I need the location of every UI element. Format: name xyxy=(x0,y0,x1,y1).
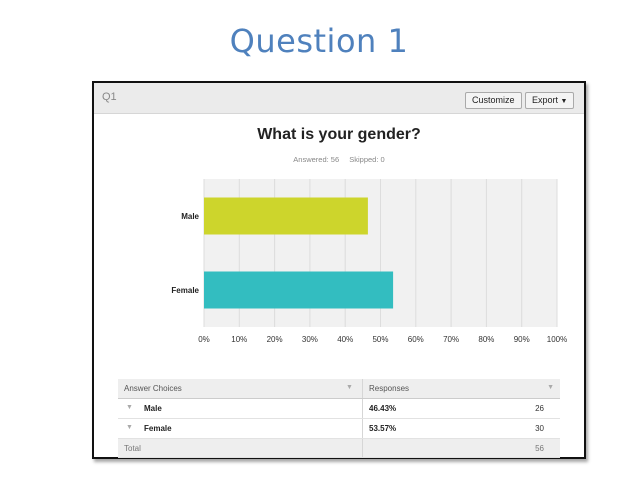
column-divider xyxy=(362,419,363,438)
chart-title: What is your gender? xyxy=(257,126,421,143)
answer-choices-header[interactable]: Answer Choices xyxy=(124,384,182,393)
export-button[interactable]: Export ▼ xyxy=(525,92,575,109)
table-row: ▼ Male 46.43% 26 xyxy=(118,399,560,419)
sort-icon[interactable]: ▼ xyxy=(346,384,353,391)
answered-count: Answered: 56 xyxy=(293,155,340,164)
x-tick-label: 100% xyxy=(547,335,567,344)
total-count: 56 xyxy=(535,444,544,453)
response-percent: 53.57% xyxy=(369,424,397,433)
x-tick-label: 60% xyxy=(408,335,424,344)
slide-title: Question 1 xyxy=(229,22,409,60)
x-tick-label: 80% xyxy=(478,335,494,344)
x-tick-label: 90% xyxy=(514,335,530,344)
customize-button[interactable]: Customize xyxy=(465,92,522,109)
x-tick-label: 50% xyxy=(372,335,388,344)
x-tick-label: 0% xyxy=(198,335,210,344)
answer-choice: Male xyxy=(144,404,162,413)
x-tick-label: 40% xyxy=(337,335,353,344)
x-tick-label: 10% xyxy=(231,335,247,344)
answer-table-header: Answer Choices ▼ Responses ▼ xyxy=(118,379,560,399)
question-panel: Q1 Customize Export ▼ What is your gende… xyxy=(92,81,586,459)
column-divider xyxy=(362,399,363,418)
bar xyxy=(204,271,394,309)
category-label: Female xyxy=(171,286,199,295)
bar-chart: 0% 10% 20% 30% 40% 50% 60% 70% 80% 90% 100% Male Fem… xyxy=(171,179,567,344)
category-label: Male xyxy=(181,212,199,221)
bar xyxy=(204,197,368,235)
answer-choice: Female xyxy=(144,424,172,433)
response-count: 30 xyxy=(535,424,544,433)
panel-header: Q1 Customize Export ▼ xyxy=(94,83,584,114)
response-percent: 46.43% xyxy=(369,404,397,413)
responses-header[interactable]: Responses xyxy=(369,384,410,393)
table-row: ▼ Female 53.57% 30 xyxy=(118,419,560,439)
response-summary: Answered: 56 Skipped: 0 xyxy=(94,155,584,164)
question-id: Q1 xyxy=(102,91,117,103)
column-divider xyxy=(362,439,363,457)
answer-table: Answer Choices ▼ Responses ▼ ▼ Male 46.4… xyxy=(118,379,560,458)
total-label: Total xyxy=(124,444,141,453)
response-count: 26 xyxy=(535,404,544,413)
x-tick-label: 20% xyxy=(267,335,283,344)
export-label: Export xyxy=(532,95,559,105)
column-divider xyxy=(362,379,363,398)
skipped-count: Skipped: 0 xyxy=(349,155,385,164)
sort-icon[interactable]: ▼ xyxy=(547,384,554,391)
caret-down-icon: ▼ xyxy=(560,98,568,105)
total-row: Total 56 xyxy=(118,439,560,458)
expand-icon[interactable]: ▼ xyxy=(126,404,133,411)
x-tick-label: 70% xyxy=(443,335,459,344)
x-tick-label: 30% xyxy=(302,335,318,344)
expand-icon[interactable]: ▼ xyxy=(126,424,133,431)
